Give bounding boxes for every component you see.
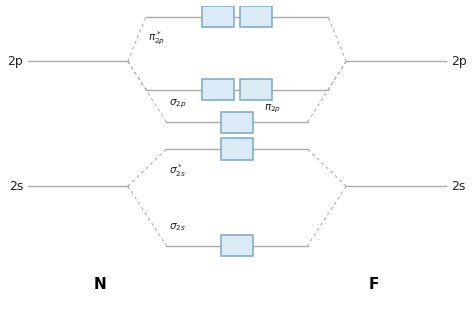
Text: $\pi_{2p}^*$: $\pi_{2p}^*$ [148, 30, 165, 47]
FancyBboxPatch shape [220, 235, 254, 256]
FancyBboxPatch shape [220, 138, 254, 160]
Text: $\pi_{2p}$: $\pi_{2p}$ [264, 103, 282, 115]
FancyBboxPatch shape [201, 79, 234, 100]
FancyBboxPatch shape [240, 79, 273, 100]
FancyBboxPatch shape [240, 6, 273, 27]
Text: F: F [368, 277, 379, 292]
Text: $\sigma_{2s}$: $\sigma_{2s}$ [169, 221, 185, 233]
Text: 2p: 2p [451, 55, 466, 68]
Text: $\sigma_{2s}^*$: $\sigma_{2s}^*$ [169, 162, 185, 179]
Text: N: N [94, 277, 107, 292]
FancyBboxPatch shape [201, 6, 234, 27]
Text: 2p: 2p [8, 55, 23, 68]
FancyBboxPatch shape [220, 112, 254, 133]
Text: 2s: 2s [451, 180, 465, 193]
Text: $\sigma_{2p}$: $\sigma_{2p}$ [169, 97, 186, 110]
Text: 2s: 2s [9, 180, 23, 193]
